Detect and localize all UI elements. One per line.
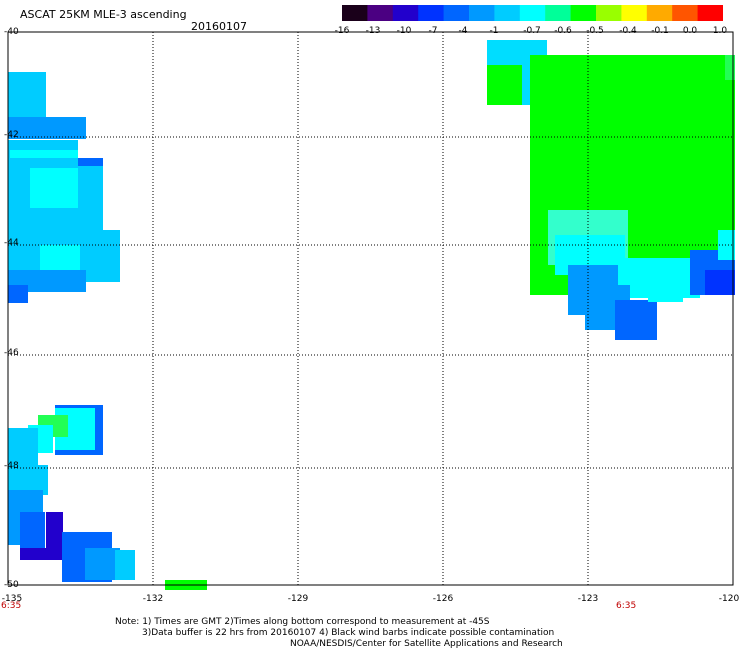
swath-cell — [615, 300, 657, 340]
note-line-2: 3)Data buffer is 22 hrs from 20160107 4)… — [142, 628, 555, 638]
swath-cell — [78, 158, 103, 166]
note-line-1: Note: 1) Times are GMT 2)Times along bot… — [115, 617, 490, 627]
colorbar-segment — [342, 5, 368, 21]
colorbar-segment — [418, 5, 445, 21]
colorbar-label: 1.0 — [712, 26, 728, 36]
latitude-label: -44 — [4, 238, 19, 248]
swath-cell — [30, 168, 78, 208]
colorbar-segment — [621, 5, 648, 21]
colorbar-label: -0.4 — [619, 26, 637, 36]
colorbar-label: -0.5 — [586, 26, 604, 36]
colorbar-label: -7 — [428, 26, 438, 36]
latitude-label: -42 — [4, 130, 19, 140]
swath-layer — [8, 40, 735, 590]
swath-cell — [718, 230, 735, 260]
colorbar-label: -4 — [458, 26, 468, 36]
time-label-left: 6:35 — [1, 601, 22, 611]
colorbar-label: 0.0 — [682, 26, 698, 36]
colorbar-segment — [697, 5, 723, 21]
colorbar-label: -10 — [396, 26, 412, 36]
swath-cell — [530, 145, 550, 245]
time-label-right: 6:35 — [616, 601, 637, 611]
colorbar-segment — [392, 5, 419, 21]
longitude-label: -129 — [287, 594, 309, 604]
colorbar-segment — [672, 5, 699, 21]
longitude-label: -123 — [577, 594, 599, 604]
colorbar-label: -0.1 — [651, 26, 669, 36]
longitude-label: -132 — [142, 594, 164, 604]
swath-cell — [8, 72, 46, 117]
swath-cell — [20, 512, 45, 552]
longitude-label: -120 — [718, 594, 740, 604]
colorbar-segment — [646, 5, 673, 21]
swath-cell — [8, 285, 28, 303]
colorbar-segment — [519, 5, 546, 21]
colorbar-segment — [443, 5, 470, 21]
swath-cell — [725, 55, 735, 80]
longitude-label: -126 — [432, 594, 454, 604]
colorbar-segment — [596, 5, 622, 21]
colorbar-segment — [545, 5, 572, 21]
graticule — [8, 32, 733, 585]
chart-title: ASCAT 25KM MLE-3 ascending — [20, 8, 187, 21]
latitude-label: -46 — [4, 348, 19, 358]
colorbar-label: -13 — [365, 26, 381, 36]
colorbar-segment — [494, 5, 521, 21]
swath-cell — [8, 117, 86, 139]
swath-cell — [85, 548, 120, 580]
swath-cell — [115, 550, 135, 580]
swath-cell — [648, 290, 683, 302]
longitude-label: -135 — [1, 594, 23, 604]
colorbar-label: -1 — [489, 26, 499, 36]
latitude-label: -50 — [4, 580, 19, 590]
latitude-label: -48 — [4, 461, 19, 471]
swath-cell — [705, 270, 735, 295]
colorbar-label: -0.6 — [554, 26, 572, 36]
swath-cell — [8, 428, 38, 466]
colorbar-label: -16 — [334, 26, 350, 36]
swath-cell — [20, 548, 62, 560]
chart-date: 20160107 — [191, 20, 247, 33]
colorbar — [342, 5, 723, 21]
swath-cell — [487, 65, 522, 105]
note-line-3: NOAA/NESDIS/Center for Satellite Applica… — [290, 639, 563, 649]
colorbar-segment — [469, 5, 495, 21]
map-frame — [7, 31, 734, 586]
colorbar-segment — [367, 5, 394, 21]
latitude-label: -40 — [4, 27, 19, 37]
colorbar-label: -0.7 — [523, 26, 541, 36]
colorbar-segment — [570, 5, 597, 21]
